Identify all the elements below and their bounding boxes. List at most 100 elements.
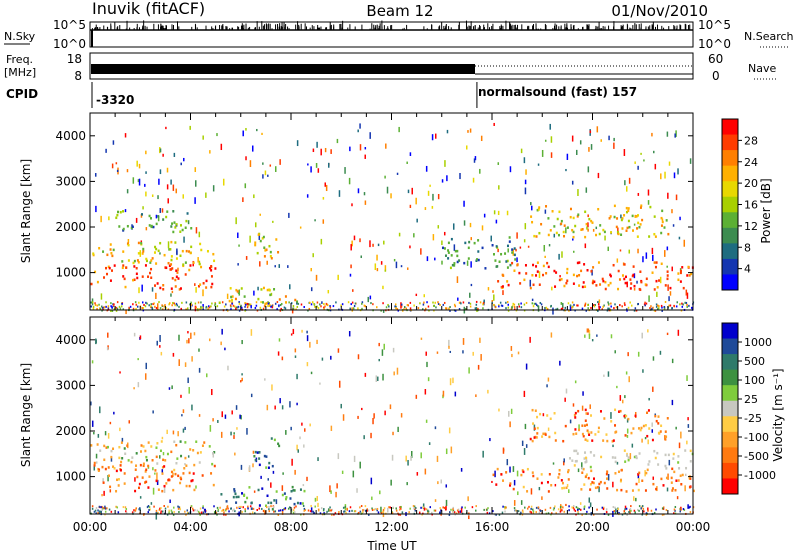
echo-cell — [145, 362, 148, 370]
echo-cell — [576, 261, 579, 265]
echo-cell — [494, 306, 497, 309]
echo-cell — [162, 288, 165, 291]
echo-cell — [500, 304, 503, 307]
echo-cell — [234, 297, 237, 301]
echo-cell — [202, 511, 205, 514]
echo-cell — [537, 163, 540, 166]
echo-cell — [152, 410, 154, 414]
echo-cell — [107, 332, 109, 338]
echo-cell — [154, 305, 156, 308]
echo-cell — [425, 351, 427, 356]
echo-cell — [537, 506, 540, 509]
echo-cell — [535, 265, 538, 268]
echo-cell — [161, 304, 163, 307]
echo-cell — [350, 303, 352, 306]
echo-cell — [113, 264, 116, 267]
echo-cell — [625, 414, 628, 418]
echo-cell — [359, 144, 362, 151]
echo-cell — [292, 489, 295, 492]
echo-cell — [439, 507, 441, 510]
echo-cell — [625, 229, 628, 232]
echo-cell — [621, 217, 624, 220]
echo-cell — [141, 307, 144, 310]
echo-cell — [258, 463, 261, 467]
echo-cell — [616, 488, 619, 492]
echo-cell — [296, 402, 298, 406]
echo-cell — [247, 505, 249, 508]
echo-cell — [284, 507, 287, 510]
echo-cell — [629, 287, 632, 290]
echo-cell — [620, 488, 623, 492]
colorbar-tick-label: 8 — [744, 241, 751, 254]
echo-cell — [235, 495, 238, 499]
echo-cell — [472, 177, 475, 183]
echo-cell — [669, 304, 672, 307]
echo-cell — [220, 431, 223, 438]
echo-cell — [233, 488, 236, 491]
echo-cell — [120, 460, 123, 464]
echo-cell — [157, 195, 159, 200]
echo-cell — [319, 382, 321, 385]
echo-cell — [256, 509, 258, 512]
echo-cell — [535, 302, 537, 305]
echo-cell — [427, 190, 430, 196]
echo-cell — [534, 409, 537, 412]
echo-cell — [614, 460, 617, 464]
echo-cell — [524, 187, 527, 195]
echo-cell — [289, 497, 292, 500]
echo-cell — [654, 413, 657, 417]
echo-cell — [581, 424, 584, 427]
echo-cell — [636, 235, 639, 238]
echo-cell — [145, 301, 147, 304]
echo-cell — [159, 307, 162, 310]
echo-cell — [144, 373, 147, 380]
echo-cell — [674, 505, 677, 508]
echo-cell — [405, 307, 407, 310]
echo-cell — [654, 265, 657, 269]
echo-cell — [479, 168, 481, 174]
echo-cell — [647, 189, 650, 196]
echo-cell — [142, 250, 145, 253]
echo-cell — [637, 214, 640, 217]
echo-cell — [607, 307, 609, 310]
echo-cell — [663, 305, 666, 308]
echo-cell — [265, 302, 268, 305]
echo-cell — [533, 436, 536, 439]
echo-cell — [187, 377, 189, 384]
echo-cell — [638, 509, 640, 512]
echo-cell — [384, 410, 386, 416]
colorbar-swatch — [722, 196, 738, 213]
echo-cell — [314, 497, 317, 502]
echo-cell — [93, 431, 95, 435]
echo-cell — [610, 412, 612, 419]
echo-cell — [131, 456, 134, 459]
echo-cell — [609, 274, 612, 278]
echo-cell — [344, 505, 347, 508]
echo-cell — [520, 511, 522, 514]
echo-cell — [113, 467, 116, 470]
echo-cell — [653, 150, 655, 154]
echo-cell — [617, 227, 619, 235]
echo-cell — [271, 304, 273, 307]
echo-cell — [524, 179, 527, 185]
echo-cell — [96, 280, 99, 284]
echo-cell — [654, 163, 657, 170]
echo-cell — [452, 223, 455, 230]
echo-cell — [307, 163, 309, 166]
echo-cell — [150, 267, 153, 271]
echo-cell — [572, 238, 574, 241]
echo-cell — [675, 479, 678, 482]
echo-cell — [231, 509, 234, 512]
echo-cell — [501, 285, 504, 288]
echo-cell — [541, 496, 543, 500]
echo-cell — [582, 467, 585, 471]
echo-cell — [238, 301, 240, 304]
echo-cell — [400, 305, 403, 308]
echo-cell — [409, 507, 411, 510]
echo-cell — [207, 307, 209, 310]
echo-cell — [487, 507, 489, 510]
echo-cell — [595, 226, 598, 230]
echo-cell — [589, 465, 592, 469]
echo-cell — [341, 470, 344, 474]
